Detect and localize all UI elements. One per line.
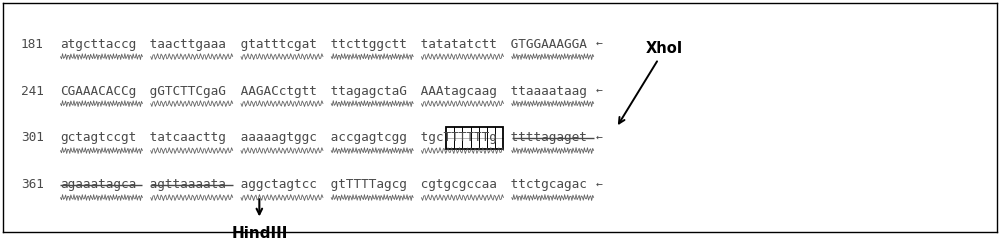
Text: ttctgcagac: ttctgcagac — [503, 178, 587, 191]
Text: AAAtagcaag: AAAtagcaag — [413, 85, 497, 98]
Text: ttaaaataag: ttaaaataag — [503, 85, 587, 98]
Text: ←: ← — [596, 39, 603, 49]
Text: CGAAACACCg: CGAAACACCg — [60, 85, 137, 98]
Text: agaaatagca: agaaatagca — [60, 178, 137, 191]
Text: 301: 301 — [21, 132, 44, 145]
Bar — [446, 126, 503, 149]
Text: ttttagaget: ttttagaget — [503, 132, 587, 145]
Text: 361: 361 — [21, 178, 44, 191]
Text: gtatttcgat: gtatttcgat — [233, 37, 317, 50]
Text: GTGGAAAGGA: GTGGAAAGGA — [503, 37, 587, 50]
Text: aggctagtcc: aggctagtcc — [233, 178, 317, 191]
Text: ←: ← — [596, 86, 603, 96]
Text: AAGACctgtt: AAGACctgtt — [233, 85, 317, 98]
Text: HindIII: HindIII — [231, 226, 288, 241]
Text: ←: ← — [596, 133, 603, 143]
Text: agttaaaata: agttaaaata — [142, 178, 226, 191]
Text: ttcttggctt: ttcttggctt — [323, 37, 407, 50]
Text: ←: ← — [596, 180, 603, 190]
Text: gctagtccgt: gctagtccgt — [60, 132, 137, 145]
Text: tatcaacttg: tatcaacttg — [142, 132, 226, 145]
Text: tatatatctt: tatatatctt — [413, 37, 497, 50]
Text: gtTTTTagcg: gtTTTTagcg — [323, 178, 407, 191]
Text: XhoI: XhoI — [619, 41, 683, 123]
Text: accgagtcgg: accgagtcgg — [323, 132, 407, 145]
Text: 181: 181 — [21, 37, 44, 50]
Text: aaaaagtggc: aaaaagtggc — [233, 132, 317, 145]
Text: cgtgcgccaa: cgtgcgccaa — [413, 178, 497, 191]
Text: taacttgaaa: taacttgaaa — [142, 37, 226, 50]
Text: atgcttaccg: atgcttaccg — [60, 37, 137, 50]
Text: gGTCTTCgaG: gGTCTTCgaG — [142, 85, 226, 98]
Text: ttagagctaG: ttagagctaG — [323, 85, 407, 98]
Text: tgcTTTTTTg: tgcTTTTTTg — [413, 132, 497, 145]
Text: 241: 241 — [21, 85, 44, 98]
